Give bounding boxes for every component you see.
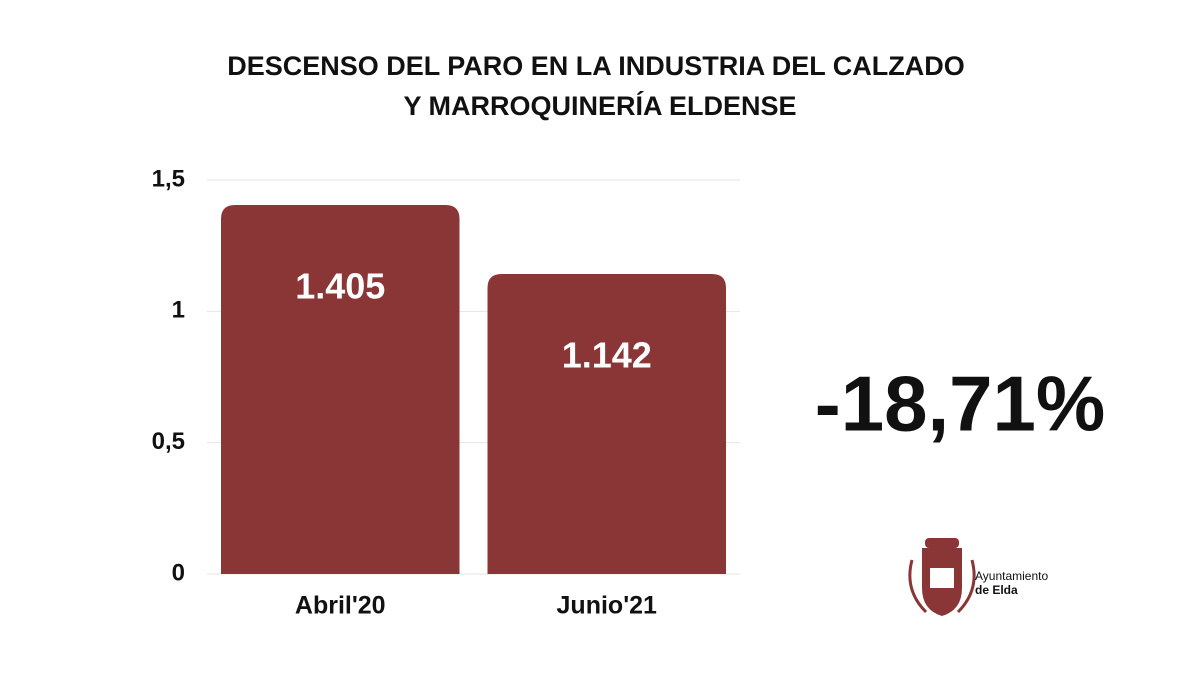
logo-laurel (908, 559, 976, 614)
x-tick-label: Junio'21 (557, 592, 658, 620)
data-label: 1.405 (295, 265, 385, 306)
logo-crown (925, 538, 959, 548)
logo-text: Ayuntamiento (975, 569, 1048, 583)
y-tick-label: 0,5 (152, 428, 185, 455)
logo-castle (930, 568, 954, 588)
chart-title: DESCENSO DEL PARO EN LA INDUSTRIA DEL CA… (227, 51, 965, 81)
y-tick-label: 1,5 (152, 165, 185, 192)
logo-text: de Elda (975, 583, 1018, 597)
annotation: -18,71% (815, 360, 1106, 448)
bar (487, 274, 726, 574)
chart-title: Y MARROQUINERÍA ELDENSE (403, 90, 796, 121)
y-tick-label: 0 (172, 559, 185, 586)
data-label: 1.142 (562, 335, 652, 376)
bar (221, 204, 460, 574)
logo: Ayuntamiento de Elda (908, 538, 1048, 616)
y-tick-label: 1 (172, 297, 185, 324)
x-tick-label: Abril'20 (295, 592, 386, 620)
